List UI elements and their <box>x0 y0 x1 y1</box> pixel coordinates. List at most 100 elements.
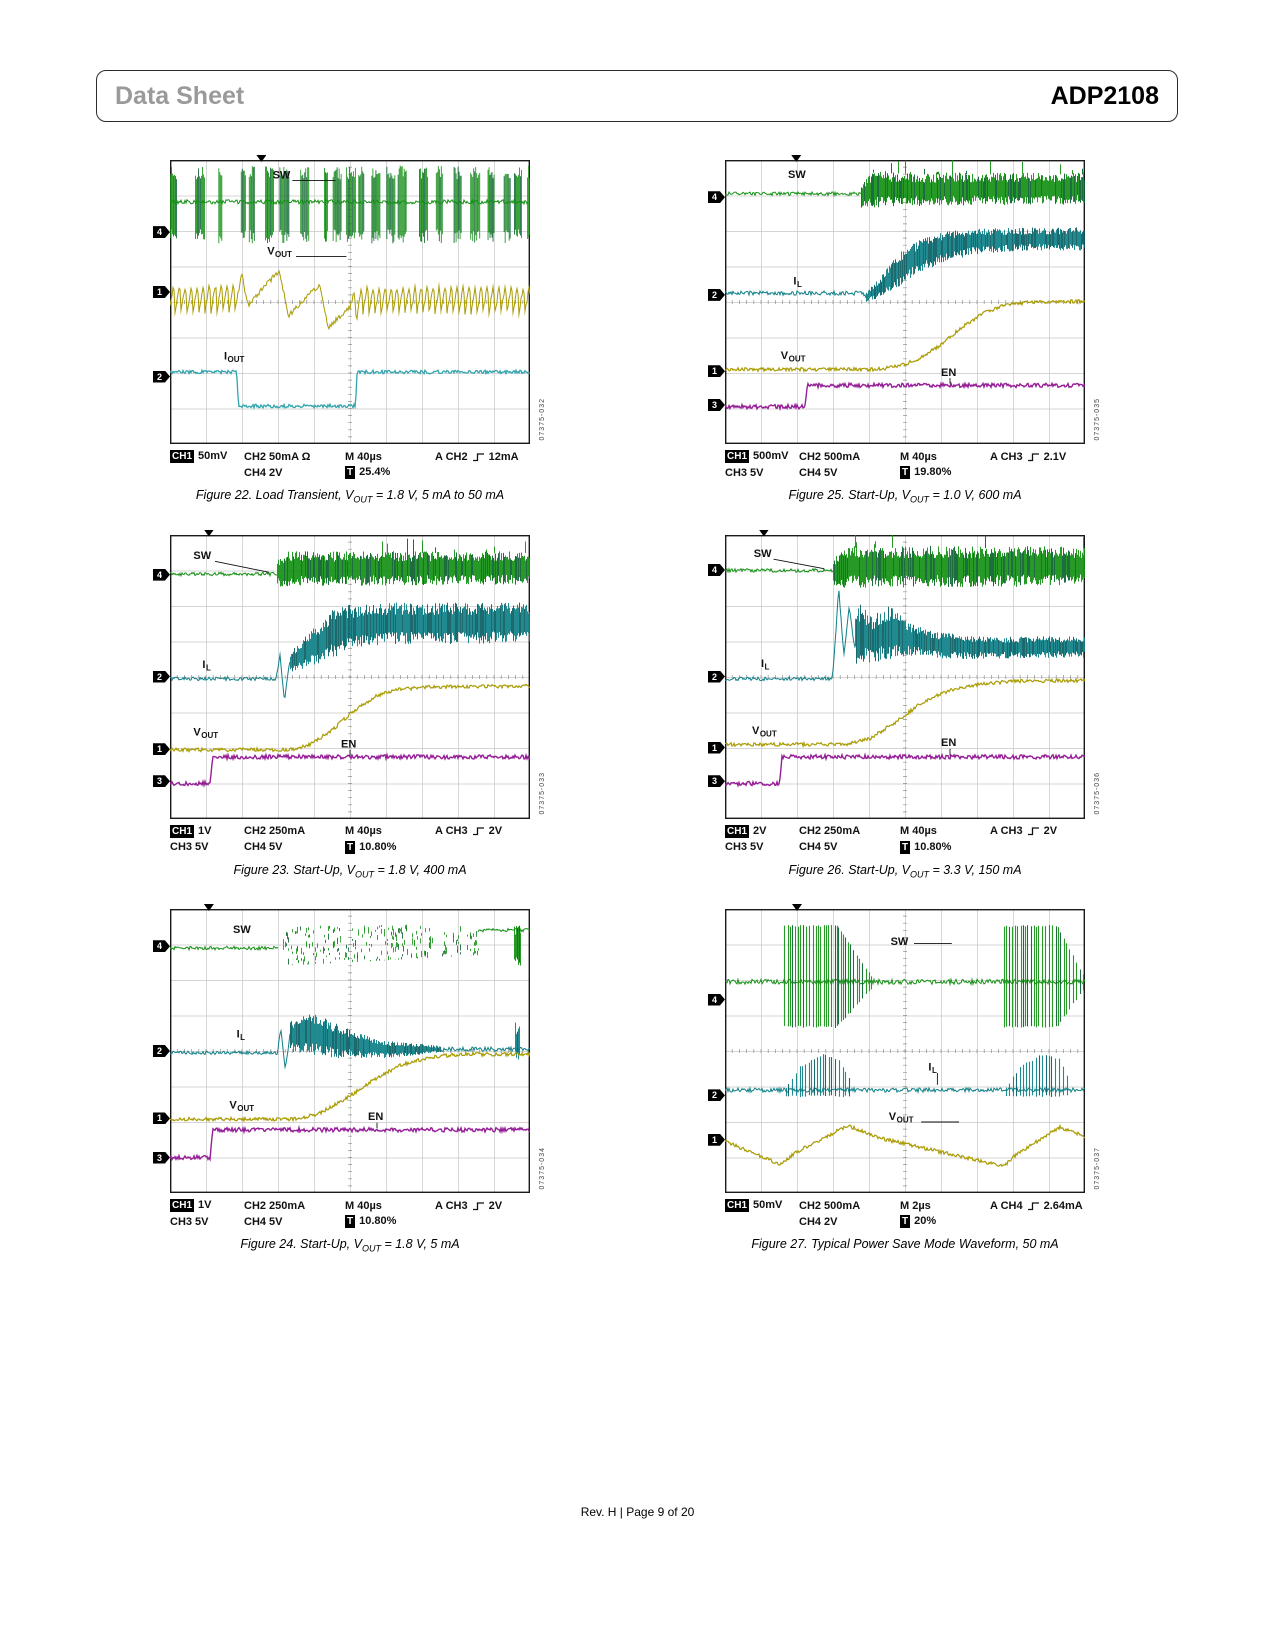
readout-trigger-source: A CH3 <box>435 825 468 837</box>
readout-ch4-setting: CH4 5V <box>799 841 838 853</box>
readout-ch1-setting: CH1 50mV <box>170 450 244 463</box>
readout-ch2-setting: CH2 250mA <box>244 1199 306 1212</box>
trigger-position-marker <box>256 155 267 162</box>
readout-row-2: CH3 5V CH4 5V T 19.80% <box>725 466 1097 479</box>
caption-subscript: OUT <box>355 869 375 879</box>
readout-trigger-level: 2.64mA <box>1043 1199 1083 1212</box>
figure-caption: Figure 24. Start-Up, VOUT = 1.8 V, 5 mA <box>170 1237 530 1254</box>
readout-ch4-setting: CH4 5V <box>244 1215 283 1228</box>
caption-subscript: OUT <box>910 869 930 879</box>
figure-24: 4 2 1 3 07375-034 CH1 1V CH2 250mA M 40µs A CH3 2V… <box>152 904 572 1254</box>
scope-readout: CH1 1V CH2 250mA M 40µs A CH3 2V CH3 5V CH4 5V T… <box>170 824 542 854</box>
readout-row-2: CH3 5V CH4 5V T 10.80% <box>725 840 1097 854</box>
scope-plot: 4 2 1 07375-037 <box>708 904 1101 1193</box>
readout-trigger-setting: A CH3 2V <box>435 825 542 837</box>
trigger-label: T <box>900 1215 911 1228</box>
page-footer: Rev. H | Page 9 of 20 <box>580 1505 695 1519</box>
caption-text: = 1.0 V, 600 mA <box>929 488 1022 502</box>
waveform-canvas <box>725 909 1085 1193</box>
readout-ch4-setting: CH4 2V <box>799 1215 838 1228</box>
readout-row-1: CH1 1V CH2 250mA M 40µs A CH3 2V <box>170 824 542 838</box>
channel-1-marker: 1 <box>708 1133 725 1146</box>
readout-trigger-position: T 25.4% <box>345 466 435 479</box>
readout-ch1-setting: CH1 1V <box>170 824 244 838</box>
channel-4-marker: 4 <box>708 993 725 1006</box>
caption-text: Figure 23. Start-Up, V <box>233 862 356 877</box>
readout-ch3-setting: CH3 5V <box>170 1215 209 1228</box>
readout-trigger-position: T 10.80% <box>345 840 435 854</box>
channel-3-marker: 3 <box>153 775 170 788</box>
caption-subscript: OUT <box>361 1243 381 1254</box>
readout-trigger-source: A CH2 <box>435 450 468 463</box>
channel-4-marker: 4 <box>708 564 725 576</box>
readout-ch4-setting: CH4 5V <box>244 841 283 853</box>
figure-caption: Figure 27. Typical Power Save Mode Wavef… <box>725 1237 1085 1251</box>
figure-caption: Figure 25. Start-Up, VOUT = 1.0 V, 600 m… <box>725 488 1085 505</box>
channel-2-marker: 2 <box>153 1045 170 1057</box>
scope-readout: CH1 500mV CH2 500mA M 40µs A CH3 2.1V CH3 5V CH… <box>725 450 1097 479</box>
rising-edge-icon <box>1027 1201 1039 1210</box>
readout-trigger-level: 2V <box>488 825 503 837</box>
caption-subscript: OUT <box>910 494 930 505</box>
waveform-canvas <box>725 160 1085 444</box>
figure-caption: Figure 22. Load Transient, VOUT = 1.8 V,… <box>170 488 530 505</box>
readout-timebase: M 2µs <box>900 1199 931 1212</box>
channel-2-marker: 2 <box>153 370 170 383</box>
channel-4-marker: 4 <box>153 940 170 953</box>
trigger-position-marker <box>792 904 802 911</box>
rising-edge-icon <box>1027 827 1039 836</box>
readout-trigger-position: T 19.80% <box>900 466 990 479</box>
readout-row-1: CH1 50mV CH2 500mA M 2µs A CH4 2.64mA <box>725 1199 1097 1212</box>
readout-ch1-setting: CH1 500mV <box>725 450 799 463</box>
readout-ch1-value: 1V <box>198 1199 212 1211</box>
readout-row-2: CH3 5V CH4 5V T 10.80% <box>170 840 542 854</box>
caption-text: Figure 24. Start-Up, V <box>240 1237 362 1251</box>
figure-watermark-code: 07375-032 <box>539 397 546 440</box>
figure-watermark-code: 07375-033 <box>539 772 546 815</box>
figure-watermark-code: 07375-036 <box>1094 772 1101 815</box>
readout-timebase: M 40µs <box>900 450 937 463</box>
readout-trigger-setting: A CH2 12mA <box>435 451 542 463</box>
readout-trigger-setting: A CH3 2V <box>435 1200 542 1212</box>
trigger-position-marker <box>203 904 214 911</box>
readout-row-1: CH1 500mV CH2 500mA M 40µs A CH3 2.1V <box>725 450 1097 463</box>
readout-timebase: M 40µs <box>345 825 382 837</box>
caption-text: Figure 25. Start-Up, V <box>788 488 911 502</box>
waveform-canvas <box>170 909 530 1193</box>
trigger-position-value: 10.80% <box>359 840 397 853</box>
figure-caption: Figure 26. Start-Up, VOUT = 3.3 V, 150 m… <box>725 863 1085 880</box>
scope-readout: CH1 2V CH2 250mA M 40µs A CH3 2V CH3 5V CH4 5V T… <box>725 824 1097 854</box>
part-number: ADP2108 <box>1050 81 1159 110</box>
scope-plot: 4 2 1 3 07375-033 <box>153 529 546 819</box>
readout-trigger-source: A CH3 <box>435 1199 468 1212</box>
waveform-canvas <box>170 534 530 819</box>
readout-trigger-position: T 20% <box>900 1215 990 1228</box>
readout-ch2-setting: CH2 50mA Ω <box>244 450 311 463</box>
channel-2-marker: 2 <box>708 670 725 683</box>
channel-1-marker: 1 <box>153 286 170 299</box>
readout-trigger-source: A CH4 <box>990 1199 1023 1212</box>
caption-subscript: OUT <box>353 494 373 505</box>
readout-ch1-value: 1V <box>198 824 212 837</box>
readout-ch1-setting: CH1 1V <box>170 1199 244 1212</box>
trigger-position-value: 25.4% <box>359 466 391 478</box>
readout-ch3-setting: CH3 5V <box>725 841 764 853</box>
waveform-canvas <box>170 160 530 444</box>
trigger-label: T <box>345 840 356 854</box>
readout-ch2-setting: CH2 500mA <box>799 450 861 463</box>
figure-caption: Figure 23. Start-Up, VOUT = 1.8 V, 400 m… <box>170 863 530 880</box>
readout-row-2: CH4 2V T 20% <box>725 1215 1097 1228</box>
readout-ch3-setting: CH3 5V <box>725 466 764 479</box>
page-header: Data Sheet ADP2108 <box>96 70 1178 122</box>
readout-row-1: CH1 2V CH2 250mA M 40µs A CH3 2V <box>725 824 1097 838</box>
readout-ch1-setting: CH1 50mV <box>725 1199 799 1212</box>
channel-3-marker: 3 <box>708 775 725 788</box>
readout-ch1-label: CH1 <box>725 824 750 838</box>
readout-ch2-setting: CH2 250mA <box>799 825 861 837</box>
readout-ch1-label: CH1 <box>725 450 750 463</box>
readout-timebase: M 40µs <box>345 450 382 463</box>
readout-trigger-level: 2V <box>1043 825 1058 837</box>
